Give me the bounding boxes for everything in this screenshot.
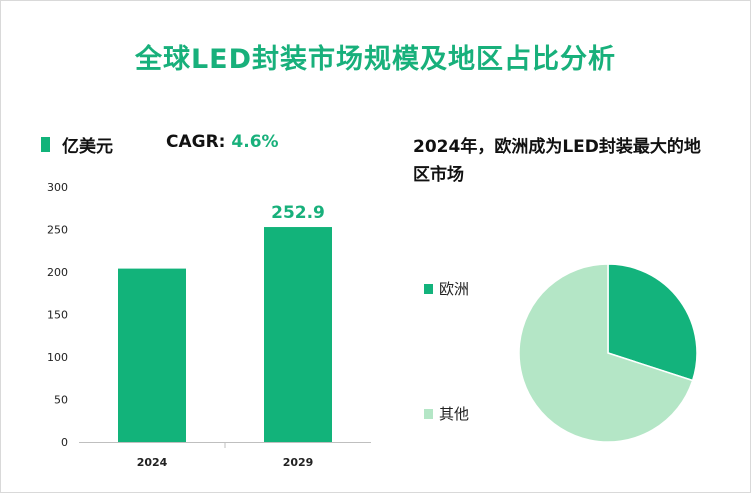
pie-legend-item-other: 其他	[424, 403, 469, 424]
pie-slice-europe	[607, 263, 698, 382]
pie-chart	[518, 263, 698, 443]
pie-chart-title: 2024年，欧洲成为LED封装最大的地区市场	[413, 137, 701, 185]
bar-2024	[118, 268, 186, 442]
y-tick-label: 100	[47, 351, 68, 364]
pie-legend-label-europe: 欧洲	[439, 280, 470, 298]
data-label-2029: 252.9	[271, 203, 325, 223]
bar-legend-label: 亿美元	[62, 137, 113, 157]
bar-2029	[264, 227, 332, 442]
x-tick-label: 2029	[283, 456, 314, 469]
y-tick-label: 50	[54, 394, 68, 407]
pie-legend-swatch-europe	[424, 283, 433, 294]
bar-legend-swatch	[41, 137, 50, 152]
y-tick-label: 0	[61, 436, 68, 449]
y-tick-label: 300	[47, 181, 68, 194]
pie-legend-item-europe: 欧洲	[424, 278, 469, 299]
pie-slice-other	[518, 263, 694, 443]
x-tick-label: 2024	[137, 456, 168, 469]
pie-legend-swatch-other	[424, 408, 433, 419]
bar-legend: 亿美元	[41, 132, 113, 157]
cagr-annotation: CAGR: 4.6%	[166, 132, 279, 152]
y-tick-label: 150	[47, 309, 68, 322]
page-title: 全球LED封装市场规模及地区占比分析	[134, 44, 617, 75]
y-tick-label: 200	[47, 266, 68, 279]
y-tick-label: 250	[47, 224, 68, 237]
cagr-label: CAGR:	[166, 132, 226, 152]
cagr-value: 4.6%	[231, 132, 279, 152]
bar-chart: 0 50 100 150 200 250 300 2024 2029 252.9	[47, 181, 371, 469]
pie-legend-label-other: 其他	[439, 405, 470, 423]
